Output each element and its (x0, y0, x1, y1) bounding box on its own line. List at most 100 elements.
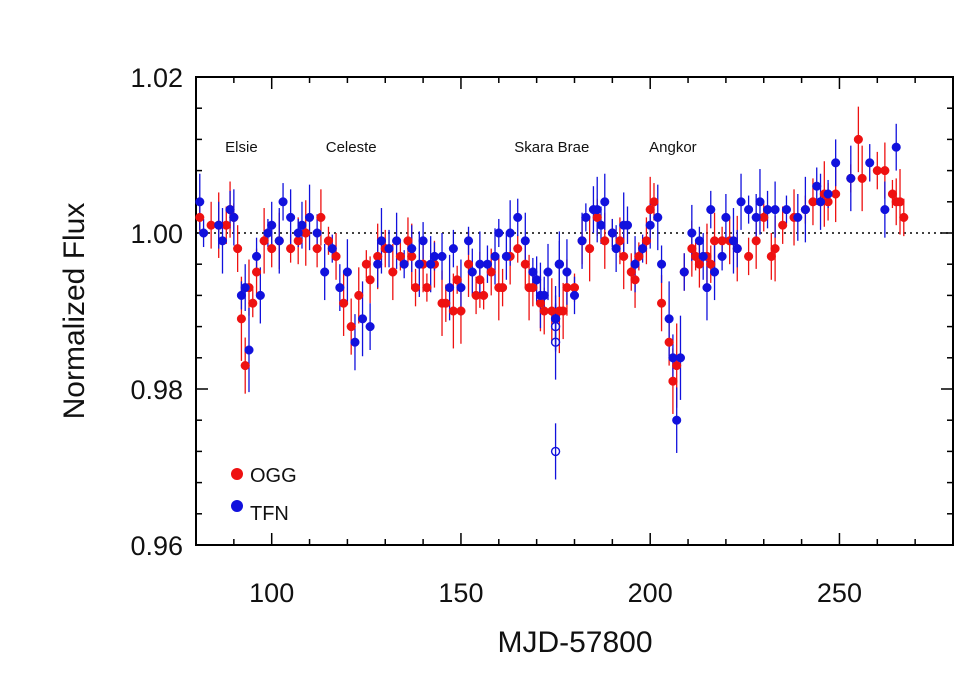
data-point-ogg (513, 244, 523, 254)
annotation-angkor: Angkor (649, 139, 697, 156)
data-point-ogg (410, 283, 421, 293)
data-point-tfn (755, 197, 765, 207)
data-point-ogg (354, 290, 364, 300)
data-point-tfn (706, 205, 716, 215)
data-point-ogg (709, 236, 720, 246)
data-point-tfn (327, 244, 337, 254)
data-point-ogg (766, 251, 776, 261)
data-point-ogg (259, 236, 269, 246)
data-point-ogg (236, 314, 246, 324)
data-point-tfn (373, 259, 383, 269)
data-point-tfn (199, 228, 209, 238)
y-tick-labels: 0.96 0.98 1.00 1.02 (130, 63, 183, 561)
x-tick-label: 100 (249, 578, 294, 608)
data-point-tfn (407, 244, 417, 254)
data-point-ogg (407, 251, 417, 261)
data-point-ogg (331, 251, 341, 261)
data-point-ogg (853, 134, 863, 144)
data-point-tfn (781, 205, 792, 215)
data-point-ogg (267, 244, 277, 254)
data-points (195, 134, 909, 457)
data-point-ogg (441, 298, 451, 308)
data-point-ogg (831, 189, 841, 199)
data-point-ogg (634, 251, 644, 261)
data-point-tfn (501, 251, 511, 261)
data-point-tfn (505, 228, 515, 238)
data-point-tfn (732, 244, 742, 254)
data-point-tfn (638, 244, 648, 254)
data-point-ogg (626, 267, 636, 277)
data-point-ogg (668, 376, 678, 386)
data-point-ogg (808, 197, 818, 207)
data-point-ogg (463, 259, 474, 269)
data-point-ogg (452, 275, 462, 285)
data-point-ogg (641, 236, 651, 246)
data-point-tfn (305, 212, 315, 222)
data-point-tfn (335, 283, 345, 293)
data-point-tfn (229, 212, 239, 222)
data-point-ogg (248, 298, 258, 308)
data-point-flagged (550, 446, 561, 457)
x-tick-label: 150 (438, 578, 483, 608)
data-point-ogg (479, 290, 489, 300)
data-point-ogg (388, 267, 398, 277)
data-point-flagged (554, 259, 565, 269)
data-point-tfn (645, 220, 655, 230)
data-point-ogg (649, 197, 659, 207)
data-point-ogg (694, 259, 704, 269)
data-point-tfn (539, 290, 549, 300)
data-point-tfn (445, 283, 455, 293)
data-point-tfn (467, 267, 477, 277)
data-point-ogg (657, 298, 667, 308)
y-tick-label: 1.00 (130, 219, 183, 249)
data-point-ogg (664, 337, 674, 347)
data-point-ogg (346, 322, 356, 332)
data-point-tfn (728, 236, 739, 246)
data-point-ogg (562, 283, 572, 293)
y-tick-label: 1.02 (130, 63, 183, 93)
legend-marker-ogg (231, 468, 243, 480)
data-point-tfn (278, 197, 288, 207)
data-point-tfn (762, 205, 773, 215)
data-point-tfn (744, 205, 754, 215)
error-bars (199, 106, 905, 480)
data-point-tfn (456, 283, 466, 293)
annotation-celeste: Celeste (326, 139, 377, 156)
data-point-ogg (373, 251, 383, 261)
data-point-ogg (569, 283, 580, 293)
data-point-ogg (293, 236, 303, 246)
data-point-tfn (437, 251, 447, 261)
data-point-tfn (414, 259, 424, 269)
data-point-ogg (558, 306, 568, 316)
data-point-tfn (592, 205, 602, 215)
data-point-ogg (823, 197, 833, 207)
data-point-ogg (539, 306, 549, 316)
data-point-tfn (846, 173, 856, 183)
data-point-ogg (672, 361, 682, 371)
data-point-tfn (770, 205, 780, 215)
data-point-ogg (456, 306, 466, 316)
data-point-tfn (350, 337, 360, 347)
data-point-ogg (301, 228, 311, 238)
data-point-ogg (535, 298, 545, 308)
data-point-tfn (736, 197, 746, 207)
data-point-tfn (376, 236, 387, 246)
data-point-tfn (320, 267, 330, 277)
data-point-tfn (255, 290, 265, 300)
data-point-tfn (831, 158, 841, 168)
annotations: Elsie Celeste Skara Brae Angkor (225, 139, 697, 156)
axis-ticks (195, 76, 954, 546)
data-point-tfn (698, 251, 708, 261)
data-point-ogg (195, 212, 205, 222)
data-point-ogg (759, 212, 769, 222)
data-point-tfn (611, 244, 621, 254)
data-point-tfn (520, 236, 530, 246)
data-point-tfn (823, 189, 833, 199)
data-point-tfn (891, 142, 901, 152)
data-point-tfn (236, 290, 246, 300)
data-point-ogg (365, 275, 375, 285)
y-tick-label: 0.96 (130, 531, 183, 561)
data-point-tfn (274, 236, 284, 246)
data-point-flagged (550, 314, 561, 324)
data-point-tfn (463, 236, 474, 246)
